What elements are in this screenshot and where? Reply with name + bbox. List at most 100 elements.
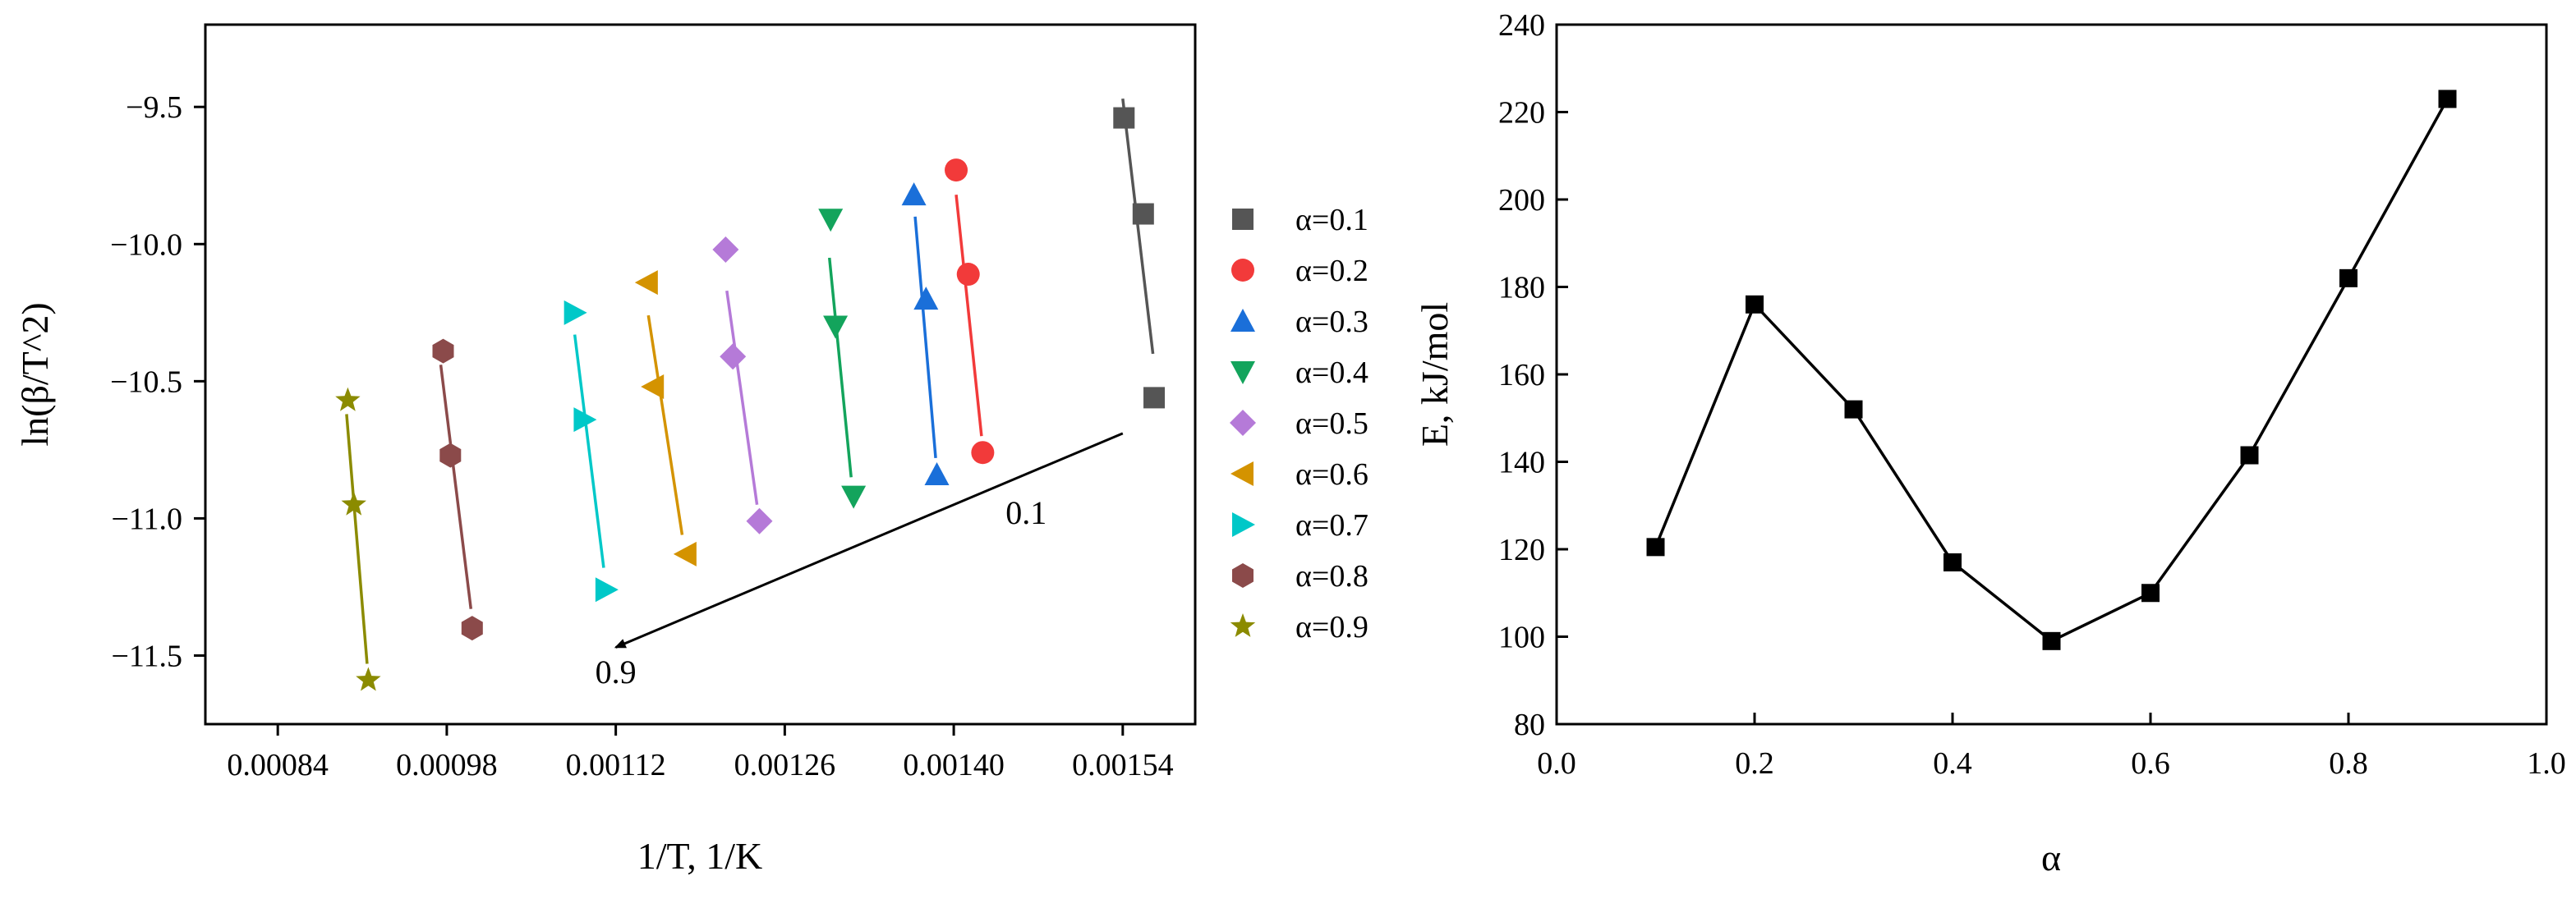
data-point — [746, 507, 773, 534]
legend-item: α=0.1 — [1232, 203, 1368, 237]
fit-line — [954, 194, 983, 437]
y-tick-label: −10.5 — [110, 365, 182, 399]
chart2-y-axis-title: E, kJ/mol — [1414, 302, 1456, 447]
legend-item: α=0.7 — [1232, 508, 1368, 543]
legend-marker — [1230, 309, 1255, 332]
x-tick-label: 0.00112 — [566, 748, 666, 782]
y-tick-label: 160 — [1498, 358, 1545, 392]
data-point — [564, 300, 587, 325]
x-tick-label: 0.00140 — [903, 748, 1005, 782]
data-point — [2438, 89, 2457, 108]
data-point — [841, 485, 867, 509]
legend-label: α=0.3 — [1295, 305, 1368, 339]
fit-line — [827, 257, 853, 478]
y-tick-label: 240 — [1498, 8, 1545, 43]
fit-line — [913, 216, 937, 459]
data-point — [945, 158, 968, 182]
legend-item: α=0.2 — [1231, 254, 1368, 288]
legend-marker — [1232, 563, 1254, 588]
chart2-line — [1654, 98, 2450, 643]
data-point — [924, 461, 950, 485]
legend-item: α=0.6 — [1230, 457, 1368, 492]
data-point — [1143, 387, 1166, 409]
legend-item: α=0.9 — [1230, 610, 1368, 644]
legend-item: α=0.3 — [1230, 305, 1368, 339]
chart2-y-ticks: 80 100 120 140 160 180 200 220 240 — [1498, 8, 1568, 742]
y-tick-label: 80 — [1514, 708, 1545, 742]
chart1-x-ticks: 0.00084 0.00098 0.00112 0.00126 0.00140 0.001… — [227, 724, 1174, 782]
data-point — [2141, 584, 2160, 603]
fit-line — [345, 414, 369, 664]
y-tick-label: 180 — [1498, 271, 1545, 305]
chart2-x-ticks: 0.0 0.2 0.4 0.6 0.8 1.0 — [1537, 713, 2566, 781]
legend-marker — [1231, 259, 1254, 282]
data-point — [335, 387, 361, 411]
legend-marker — [1230, 613, 1256, 637]
data-point — [673, 541, 697, 566]
legend-label: α=0.4 — [1295, 355, 1368, 390]
x-tick-label: 0.2 — [1735, 746, 1774, 781]
legend-label: α=0.6 — [1295, 457, 1368, 492]
legend-label: α=0.5 — [1295, 406, 1368, 441]
legend-label: α=0.1 — [1295, 203, 1368, 237]
chart1-y-axis-title: ln(β/T^2) — [14, 302, 56, 446]
y-tick-label: 140 — [1498, 446, 1545, 480]
x-tick-label: 0.4 — [1933, 746, 1972, 781]
legend-label: α=0.7 — [1295, 508, 1368, 543]
arrhenius-chart: 0.00084 0.00098 0.00112 0.00126 0.00140 0.001… — [14, 23, 1368, 877]
chart2-frame — [1555, 23, 2548, 726]
fit-line — [725, 290, 759, 505]
chart2-points — [1646, 89, 2457, 650]
data-point — [356, 667, 381, 691]
data-point — [1646, 538, 1665, 557]
data-point — [1132, 203, 1154, 225]
chart1-legend: α=0.1 α=0.2 α=0.3 α=0.4 α=0.5 α=0.6 α=0.7 α=0.8… — [1230, 203, 1368, 644]
fit-line — [573, 334, 605, 568]
legend-label: α=0.2 — [1295, 254, 1368, 288]
x-tick-label: 0.00098 — [396, 748, 498, 782]
energy-line — [1654, 98, 2450, 643]
data-point — [461, 616, 483, 641]
data-point — [956, 263, 980, 287]
x-tick-label: 0.00126 — [734, 748, 836, 782]
legend-item: α=0.8 — [1232, 559, 1368, 594]
x-tick-label: 0.00154 — [1072, 748, 1174, 782]
data-point — [720, 343, 747, 370]
legend-marker — [1232, 512, 1255, 537]
legend-item: α=0.5 — [1230, 406, 1368, 441]
legend-marker — [1230, 410, 1256, 436]
legend-label: α=0.8 — [1295, 559, 1368, 594]
activation-energy-chart: 0.0 0.2 0.4 0.6 0.8 1.0 80 100 120 140 160 180 200 2… — [1414, 8, 2566, 878]
data-point — [1844, 400, 1863, 419]
fit-line — [1121, 99, 1155, 355]
data-point — [439, 443, 462, 468]
y-tick-label: 120 — [1498, 533, 1545, 567]
chart1-frame — [204, 23, 1197, 726]
data-point — [573, 407, 597, 433]
legend-marker — [1232, 209, 1254, 230]
x-tick-label: 0.8 — [2329, 746, 2368, 781]
trend-arrow — [614, 432, 1124, 649]
legend-item: α=0.4 — [1230, 355, 1368, 390]
data-point — [641, 374, 665, 400]
data-point — [823, 315, 849, 339]
y-tick-label: 100 — [1498, 621, 1545, 655]
legend-marker — [1230, 461, 1254, 486]
data-point — [818, 209, 844, 232]
legend-label: α=0.9 — [1295, 610, 1368, 644]
data-point — [341, 491, 366, 516]
fit-line — [646, 314, 684, 535]
chart1-x-axis-title: 1/T, 1/K — [637, 835, 762, 877]
data-point — [1944, 553, 1962, 571]
chart1-y-ticks: −11.5 −11.0 −10.5 −10.0 −9.5 — [110, 90, 205, 673]
x-tick-label: 0.00084 — [227, 748, 329, 782]
data-point — [901, 182, 927, 206]
data-point — [1113, 107, 1135, 129]
data-point — [432, 338, 454, 364]
y-tick-label: −9.5 — [126, 90, 182, 125]
y-tick-label: 220 — [1498, 96, 1545, 131]
data-point — [595, 577, 619, 603]
chart1-points — [335, 107, 1166, 691]
data-point — [2042, 631, 2061, 650]
